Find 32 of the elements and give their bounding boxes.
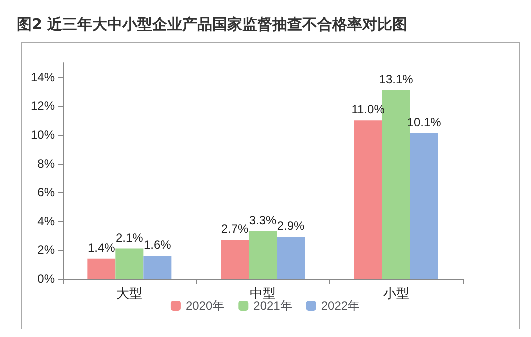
y-tick-label: 12% [30,99,56,114]
y-tick-label: 0% [38,272,56,286]
data-label: 2.7% [221,222,249,236]
y-tick-label: 6% [38,186,56,200]
x-tick-label: 大型 [116,286,143,301]
y-tick-label: 10% [30,128,56,142]
data-label: 2.1% [116,230,144,245]
y-tick-label: 2% [38,243,56,258]
data-label: 11.0% [352,102,386,117]
y-tick-label: 14% [30,70,56,84]
data-label: 2.9% [277,219,305,234]
bar [410,134,438,279]
bar [116,248,144,279]
bar [249,231,277,279]
data-label: 1.4% [88,240,116,255]
bar [144,256,172,279]
data-label: 1.6% [144,238,172,252]
data-label: 13.1% [379,72,414,86]
data-label: 10.1% [407,116,442,130]
y-tick-label: 8% [38,156,56,171]
chart-title: 图2 近三年大中小型企业产品国家监督抽查不合格率对比图 [17,16,408,34]
x-tick-label: 中型 [250,286,276,301]
data-label: 3.3% [249,213,277,228]
y-tick-label: 4% [38,214,56,228]
bar [277,237,305,279]
bar [88,258,116,279]
bar [221,240,249,279]
legend-label: 2021年 [254,299,292,313]
legend-label: 2020年 [186,299,225,313]
legend-label: 2022年 [321,299,360,313]
bar [354,120,382,279]
x-tick-label: 小型 [383,286,410,301]
